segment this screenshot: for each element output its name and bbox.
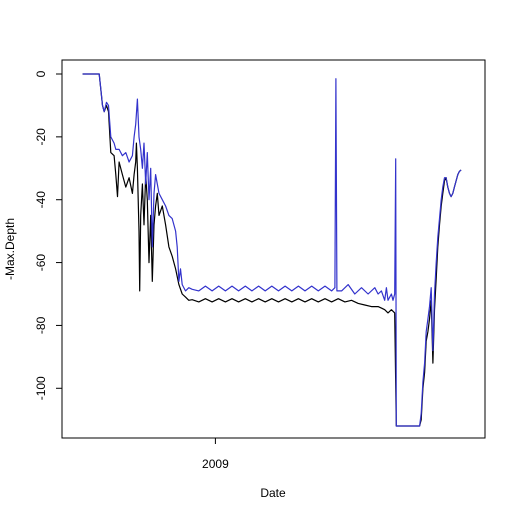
x-axis: 2009 (202, 438, 229, 471)
series-line-2 (82, 73, 462, 427)
x-tick-label: 2009 (202, 457, 229, 471)
plot-frame (61, 59, 486, 439)
y-tick-label: 0 (34, 70, 48, 77)
series-layer (82, 73, 462, 427)
y-tick-label: -80 (34, 316, 48, 334)
y-axis: 0 -20 -40 -60 -80 -100 (34, 70, 62, 400)
series-line-1 (82, 73, 462, 427)
y-axis-title: -Max.Depth (3, 218, 17, 280)
y-tick-label: -20 (34, 128, 48, 146)
y-tick-label: -40 (34, 191, 48, 209)
x-axis-title: Date (260, 486, 286, 500)
y-tick-label: -60 (34, 254, 48, 272)
y-tick-label: -100 (34, 376, 48, 400)
